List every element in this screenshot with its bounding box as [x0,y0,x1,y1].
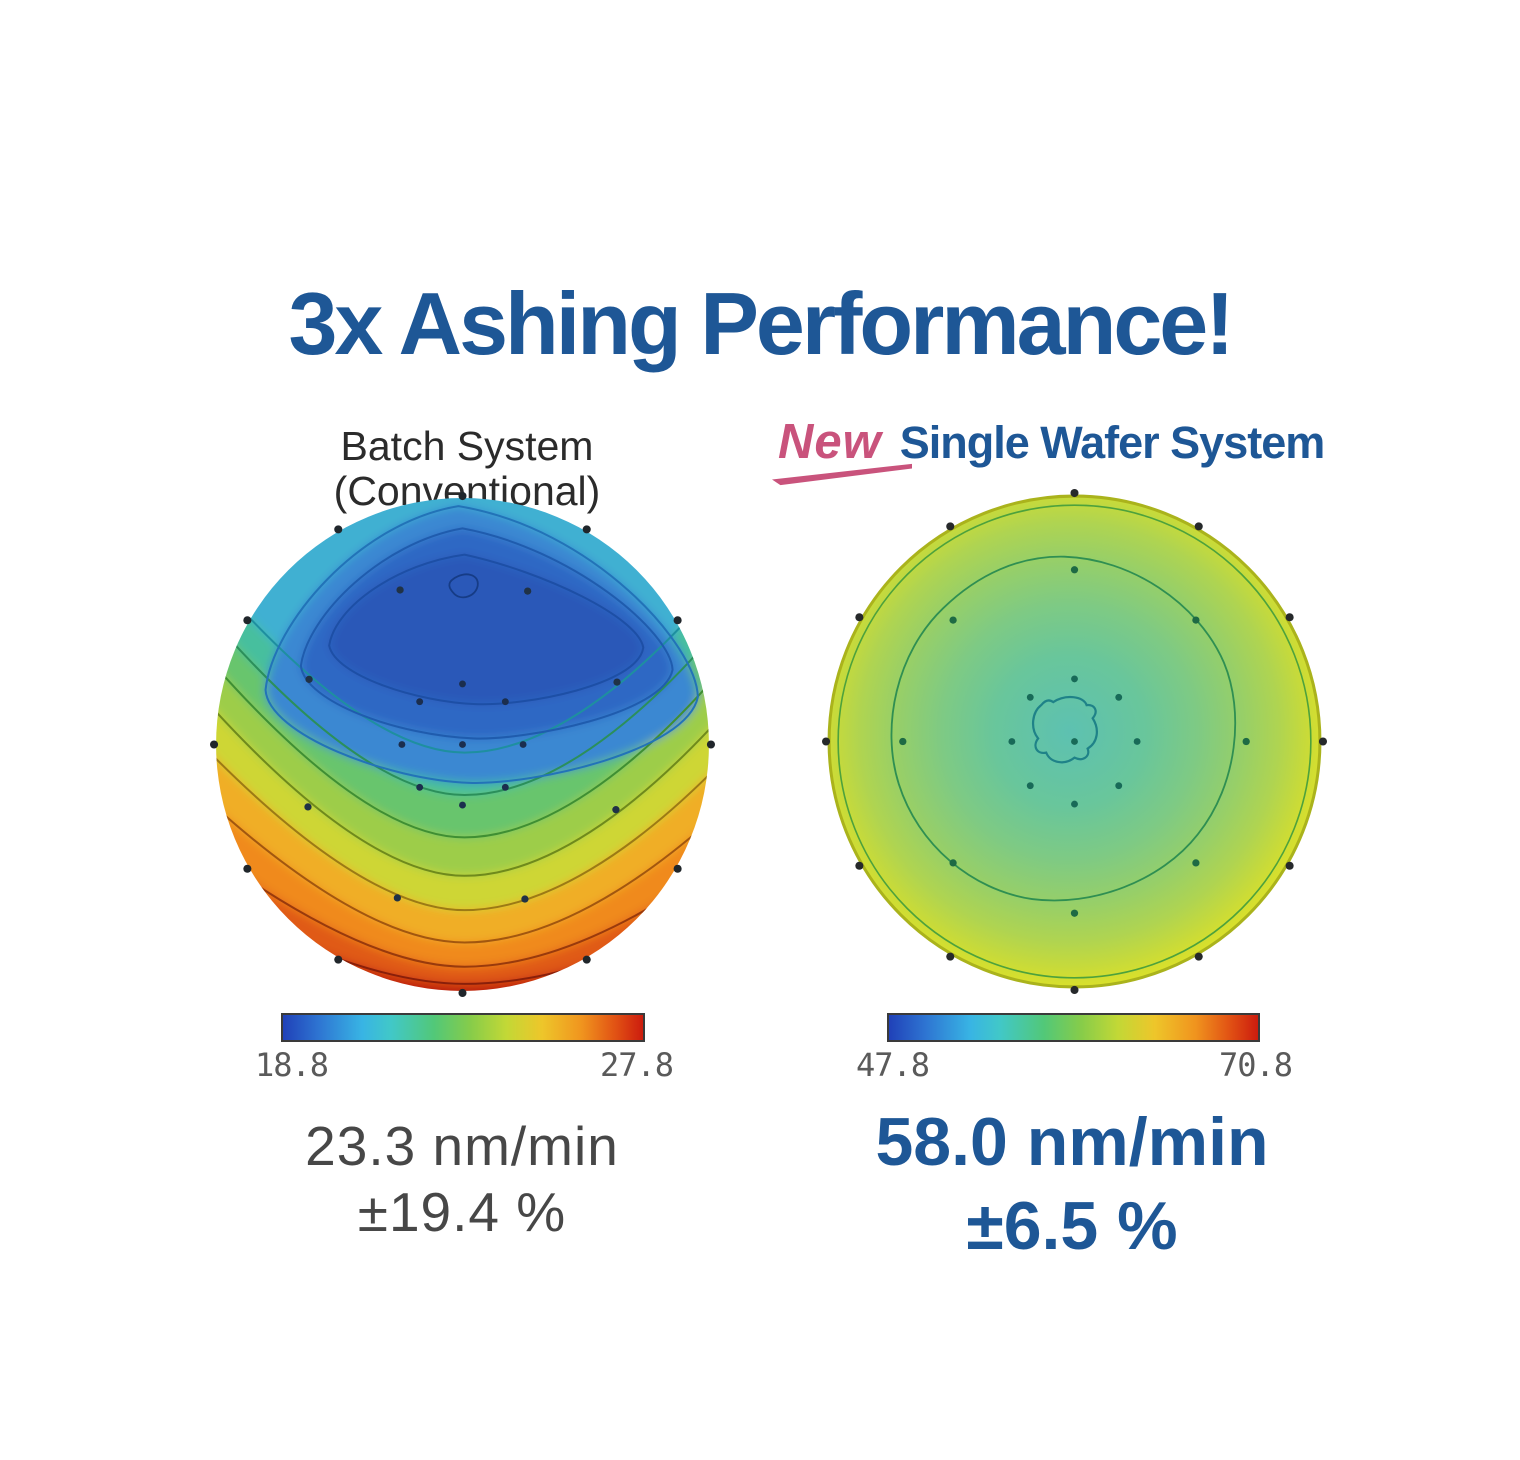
single-wafer-colorbar-max: 70.8 [1218,1046,1293,1084]
new-underline-swoosh [772,463,912,486]
single-wafer-panel-title: New Single Wafer System [772,414,1358,486]
contour-lines [837,504,1312,979]
new-badge: New [772,414,912,486]
single-wafer-contour-map [822,489,1327,994]
batch-colorbar-min: 18.8 [255,1046,329,1084]
single-wafer-colorbar [887,1013,1260,1042]
figure-title: 3x Ashing Performance! [288,274,1234,373]
single-wafer-colorbar-labels: 47.8 70.8 [856,1046,1293,1084]
batch-panel-title: Batch System (Conventional) [333,423,601,515]
batch-colorbar-labels: 18.8 27.8 [255,1046,674,1084]
batch-uniformity: ±19.4 % [357,1180,567,1243]
batch-wafer-contour-map [210,492,715,997]
single-wafer-panel-title-text: Single Wafer System [899,417,1325,468]
new-badge-text: New [778,415,882,469]
batch-stats: 23.3 nm/min ±19.4 % [212,1115,712,1243]
single-wafer-uniformity: ±6.5 % [966,1188,1178,1265]
measurement-points [210,492,715,997]
measurement-points [822,489,1327,994]
single-wafer-rate: 58.0 nm/min [875,1104,1269,1180]
single-wafer-stats: 58.0 nm/min ±6.5 % [822,1102,1322,1266]
batch-colorbar [281,1013,645,1042]
batch-colorbar-max: 27.8 [599,1046,674,1084]
batch-rate: 23.3 nm/min [305,1115,619,1177]
single-wafer-colorbar-min: 47.8 [856,1046,930,1084]
